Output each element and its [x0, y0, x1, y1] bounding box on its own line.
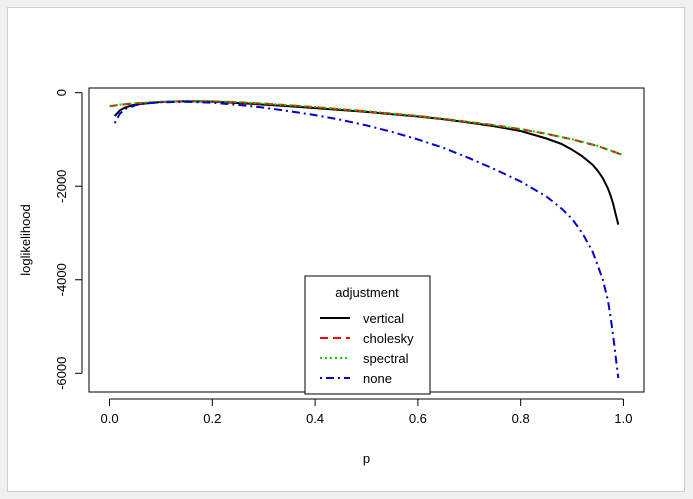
line-chart: 0.0 0.2 0.4 0.6 0.8 1.0 -6000 -4000 -2000 0 p lo…: [18, 87, 645, 466]
legend-label-cholesky: cholesky: [363, 331, 414, 346]
y-tick-label: -4000: [54, 263, 69, 296]
series-line-spectral: [109, 99, 624, 157]
y-tick-label: -2000: [54, 170, 69, 203]
chart-frame: 0.0 0.2 0.4 0.6 0.8 1.0 -6000 -4000 -2000 0 p lo…: [7, 7, 685, 492]
series-line-cholesky: [109, 100, 624, 157]
x-axis-label: p: [363, 451, 370, 466]
legend-items: vertical cholesky spectral none: [320, 311, 414, 386]
y-tick-label: -6000: [54, 357, 69, 390]
x-ticks: 0.0 0.2 0.4 0.6 0.8 1.0: [101, 399, 632, 426]
y-ticks: -6000 -4000 -2000 0: [54, 89, 82, 390]
legend-title: adjustment: [335, 285, 399, 300]
series-line-vertical: [113, 100, 620, 225]
x-tick-label: 0.4: [306, 411, 324, 426]
series-lines: [109, 99, 624, 379]
x-tick-label: 0.0: [101, 411, 119, 426]
legend-label-spectral: spectral: [363, 351, 409, 366]
x-tick-label: 0.6: [409, 411, 427, 426]
axes: 0.0 0.2 0.4 0.6 0.8 1.0 -6000 -4000 -2000 0 p lo…: [18, 87, 645, 466]
y-tick-label: 0: [54, 89, 69, 96]
y-axis-label: loglikelihood: [18, 204, 33, 276]
legend-label-none: none: [363, 371, 392, 386]
x-tick-label: 1.0: [614, 411, 632, 426]
x-tick-label: 0.2: [203, 411, 221, 426]
x-tick-label: 0.8: [512, 411, 530, 426]
legend-box: [304, 275, 431, 395]
legend: adjustment vertical cholesky spectral none: [304, 275, 431, 395]
legend-label-vertical: vertical: [363, 311, 404, 326]
